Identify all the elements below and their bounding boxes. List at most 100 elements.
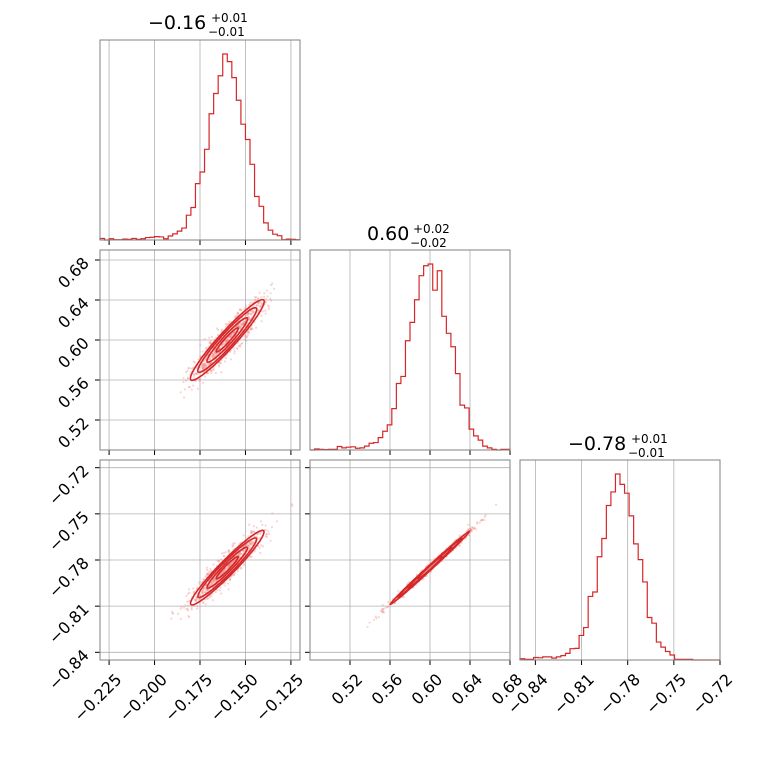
s13-sample-point bbox=[198, 581, 201, 584]
s13-sample-point bbox=[233, 571, 237, 575]
s23-sample-point bbox=[384, 606, 387, 609]
s13-sample-point bbox=[245, 544, 248, 547]
s13-sample-point bbox=[210, 581, 214, 584]
s12-sample-point bbox=[236, 347, 239, 350]
s13-sample-point bbox=[242, 562, 246, 565]
s12-sample-point bbox=[212, 352, 215, 355]
s12-sample-point bbox=[236, 312, 239, 315]
histogram-panel-param1 bbox=[99, 39, 301, 245]
s12-sample-point bbox=[210, 335, 214, 339]
s12-sample-point bbox=[247, 330, 250, 334]
s12-sample-point bbox=[187, 367, 190, 370]
s12-sample-point bbox=[193, 361, 196, 364]
s12-sample-point bbox=[210, 369, 213, 372]
s13-sample-point bbox=[211, 599, 215, 602]
s12-sample-point bbox=[203, 365, 206, 368]
s13-sample-point bbox=[194, 598, 198, 601]
s13-sample-point bbox=[223, 570, 226, 573]
s12-sample-point bbox=[257, 297, 260, 300]
s23-sample-point bbox=[494, 503, 498, 506]
s13-sample-point bbox=[203, 587, 206, 590]
s13-sample-point bbox=[250, 540, 253, 544]
s23-sample-point bbox=[368, 621, 371, 624]
s23-sample-point bbox=[381, 610, 384, 614]
s12-sample-point bbox=[224, 356, 227, 360]
s12-sample-point bbox=[212, 367, 215, 370]
s12-sample-point bbox=[223, 360, 227, 363]
s13-sample-point bbox=[259, 520, 263, 523]
s23-sample-point bbox=[402, 595, 405, 598]
s12-sample-point bbox=[207, 371, 210, 375]
s13-sample-point bbox=[217, 560, 221, 563]
s13-contour-0 bbox=[215, 555, 240, 580]
s12-contour-0 bbox=[215, 327, 240, 353]
s13-sample-point bbox=[244, 544, 247, 547]
s13-sample-point bbox=[245, 543, 248, 546]
s12-sample-point bbox=[248, 303, 251, 306]
s12-contour-1 bbox=[206, 316, 249, 364]
s13-sample-point bbox=[231, 544, 235, 547]
s23-sample-point bbox=[473, 526, 476, 529]
s13-sample-point bbox=[252, 541, 255, 544]
s13-sample-point bbox=[212, 579, 216, 582]
s13-sample-point bbox=[227, 565, 231, 568]
s12-sample-point bbox=[193, 373, 196, 376]
s12-sample-point bbox=[244, 314, 247, 318]
s12-sample-point bbox=[260, 296, 263, 299]
s23-sample-point bbox=[386, 600, 390, 604]
s13-sample-point bbox=[170, 610, 174, 613]
s12-sample-point bbox=[201, 363, 205, 366]
s13-xtick-label-4: −0.125 bbox=[252, 670, 307, 725]
s23-sample-point bbox=[469, 528, 472, 531]
s13-sample-point bbox=[206, 573, 209, 576]
s13-sample-point bbox=[251, 542, 254, 545]
s12-sample-point bbox=[243, 320, 246, 323]
s23-sample-point bbox=[470, 528, 473, 531]
s12-sample-point bbox=[249, 327, 252, 330]
s12-sample-point bbox=[228, 335, 231, 338]
s23-sample-point bbox=[470, 530, 473, 533]
s13-sample-point bbox=[207, 570, 211, 573]
h1-frame bbox=[99, 39, 301, 241]
s12-sample-point bbox=[192, 360, 195, 363]
histogram-title-param3-plus: +0.01 bbox=[631, 432, 668, 446]
s13-sample-point bbox=[205, 574, 208, 577]
s12-sample-point bbox=[257, 302, 260, 305]
s23-sample-point bbox=[480, 519, 483, 522]
s12-sample-point bbox=[188, 386, 191, 389]
s12-sample-point bbox=[226, 339, 229, 342]
s13-sample-point bbox=[249, 554, 252, 558]
s13-sample-point bbox=[233, 573, 236, 576]
s12-sample-point bbox=[250, 311, 253, 314]
h3-xtick-label-4: −0.72 bbox=[688, 670, 736, 718]
s12-sample-point bbox=[213, 352, 216, 355]
s13-sample-point bbox=[264, 535, 267, 538]
s13-sample-point bbox=[220, 552, 224, 555]
s12-sample-point bbox=[257, 308, 260, 311]
s12-sample-point bbox=[239, 326, 242, 330]
s13-sample-point bbox=[228, 550, 231, 553]
s23-sample-point bbox=[397, 590, 400, 593]
s13-sample-point bbox=[206, 589, 209, 592]
s13-sample-point bbox=[211, 579, 215, 582]
s12-sample-point bbox=[202, 366, 205, 370]
s12-sample-point bbox=[252, 310, 255, 313]
s23-sample-point bbox=[468, 527, 472, 530]
s23-sample-point bbox=[381, 607, 384, 610]
s12-sample-point bbox=[186, 377, 190, 380]
s13-sample-point bbox=[250, 555, 253, 559]
s13-sample-point bbox=[261, 523, 264, 527]
s12-sample-point bbox=[225, 323, 229, 326]
s13-sample-point bbox=[250, 531, 253, 534]
s12-sample-point bbox=[219, 362, 223, 365]
s12-sample-point bbox=[243, 338, 246, 341]
s13-sample-point bbox=[227, 550, 230, 553]
s12-sample-point bbox=[211, 355, 214, 359]
s13-sample-point bbox=[224, 550, 228, 554]
s12-sample-point bbox=[235, 347, 238, 350]
s13-sample-point bbox=[187, 600, 190, 603]
s12-sample-point bbox=[202, 365, 206, 368]
s13-sample-point bbox=[257, 544, 260, 548]
s13-sample-point bbox=[229, 564, 232, 567]
s12-sample-point bbox=[258, 305, 261, 308]
